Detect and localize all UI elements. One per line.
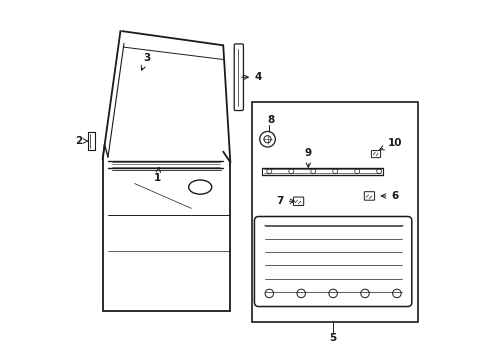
Text: 5: 5 [329, 333, 336, 343]
Text: 7: 7 [276, 196, 294, 206]
Text: 2: 2 [75, 136, 88, 146]
Text: 1: 1 [154, 167, 161, 183]
Bar [251, 102, 417, 322]
Text: 3: 3 [141, 53, 150, 70]
Text: 9: 9 [304, 148, 311, 167]
Text: 4: 4 [241, 72, 262, 82]
Text: 6: 6 [381, 191, 398, 201]
Text: 8: 8 [267, 115, 274, 125]
Text: 10: 10 [379, 138, 402, 150]
